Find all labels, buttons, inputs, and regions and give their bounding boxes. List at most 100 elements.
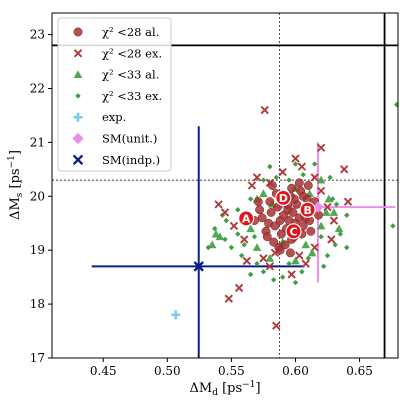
y-tick-label: 21 xyxy=(30,135,45,149)
point-s3-34 xyxy=(228,244,235,251)
plot-frame xyxy=(51,12,399,359)
point-s0-14 xyxy=(288,208,298,217)
point-s1-7 xyxy=(242,256,251,266)
point-s3-32 xyxy=(292,161,299,167)
point-s1-4 xyxy=(291,154,300,163)
region-label-text: B xyxy=(303,204,311,217)
point-s2-6 xyxy=(316,221,326,230)
point-s0-49 xyxy=(298,191,308,201)
legend-marker-5 xyxy=(72,132,84,145)
point-s3-17 xyxy=(332,242,338,248)
point-s2-8 xyxy=(301,240,311,249)
point-s3-18 xyxy=(337,231,344,237)
point-s3-3 xyxy=(327,174,333,181)
region-labels: A D BC xyxy=(238,189,316,240)
region-label-text: A xyxy=(242,212,251,225)
point-s3-19 xyxy=(344,212,350,218)
point-s1-24 xyxy=(259,254,268,263)
point-s0-41 xyxy=(275,245,285,255)
point-s1-9 xyxy=(224,294,234,303)
point-s2-20 xyxy=(265,253,275,262)
point-s3-31 xyxy=(333,201,340,208)
y-tick-label: 20 xyxy=(30,189,45,203)
region-label-C: C xyxy=(285,223,302,240)
point-s3-23 xyxy=(273,174,279,181)
point-s2-4 xyxy=(259,189,268,198)
point-s3-15 xyxy=(299,269,305,275)
region-label-B: B xyxy=(299,201,316,218)
point-s0-3 xyxy=(270,221,280,231)
region-label-bg xyxy=(285,223,302,240)
point-s1-10 xyxy=(265,262,275,271)
legend-label-5: SM(unit.) xyxy=(102,132,157,146)
legend-label-3: χ² <33 ex. xyxy=(102,89,162,103)
point-s1-12 xyxy=(220,208,230,217)
point-s0-34 xyxy=(287,183,297,193)
point-s1-18 xyxy=(329,216,339,225)
point-s1-11 xyxy=(272,321,281,330)
point-s3-26 xyxy=(235,207,241,213)
sm-markers xyxy=(171,201,324,320)
region-label-bg xyxy=(238,210,255,227)
region-label-text: D xyxy=(279,192,288,205)
y-tick-label: 18 xyxy=(30,297,45,311)
point-s1-5 xyxy=(247,181,257,190)
x-tick-label: 0.50 xyxy=(154,364,181,378)
point-s3-22 xyxy=(286,177,292,183)
point-s2-10 xyxy=(291,256,300,265)
point-s3-28 xyxy=(254,260,260,267)
point-s0-45 xyxy=(267,181,277,190)
point-s3-9 xyxy=(238,252,245,259)
legend-label-2: χ² <33 al. xyxy=(102,68,159,82)
point-s3-20 xyxy=(312,161,318,167)
legend-box xyxy=(57,17,172,172)
point-s3-8 xyxy=(235,231,241,237)
point-s3-12 xyxy=(270,277,277,283)
point-s3-35 xyxy=(222,236,228,243)
y-axis-label: ΔMs [ps−1] xyxy=(7,150,25,220)
point-s3-14 xyxy=(286,260,292,267)
point-s0-2 xyxy=(266,208,276,217)
point-s1-1 xyxy=(316,143,326,152)
region-label-text: C xyxy=(290,225,298,238)
legend-label-1: χ² <28 ex. xyxy=(102,46,162,60)
point-s1-20 xyxy=(252,173,262,182)
point-s2-9 xyxy=(307,248,317,257)
point-s1-26 xyxy=(327,235,336,244)
point-s1-23 xyxy=(240,235,249,244)
point-s3-16 xyxy=(320,263,327,270)
point-s1-2 xyxy=(340,165,349,174)
point-s2-13 xyxy=(252,243,262,251)
y-tick-label: 17 xyxy=(30,351,45,365)
point-s2-0 xyxy=(207,240,217,249)
point-s1-22 xyxy=(310,173,319,182)
point-s0-28 xyxy=(280,240,290,250)
y-tick-label: 22 xyxy=(30,81,45,95)
legend: χ² <28 al. χ² <28 ex. χ² <33 al. χ² <33 ex.… xyxy=(57,17,172,172)
point-s3-36 xyxy=(344,244,350,251)
point-s2-15 xyxy=(329,208,339,216)
x-axis: 0.45 0.50 0.55 0.60 0.65 xyxy=(90,358,373,378)
point-s0-43 xyxy=(306,226,316,236)
point-s2-14 xyxy=(324,194,334,203)
point-s3-0 xyxy=(394,101,398,108)
sm-marker-1 xyxy=(312,201,324,213)
point-s1-8 xyxy=(234,283,244,293)
y-axis: 17 18 19 20 21 22 23 xyxy=(30,28,52,365)
legend-marker-1 xyxy=(73,49,83,58)
x-tick-label: 0.65 xyxy=(346,364,373,378)
point-s0-42 xyxy=(285,248,295,258)
point-s2-2 xyxy=(215,232,225,241)
sm-marker-0 xyxy=(171,310,181,320)
point-s0-39 xyxy=(255,205,265,215)
point-s1-0 xyxy=(260,105,269,115)
legend-marker-2 xyxy=(73,70,83,79)
point-s1-13 xyxy=(214,200,223,209)
legend-marker-3 xyxy=(75,93,81,99)
x-tick-label: 0.45 xyxy=(90,364,117,378)
point-s1-14 xyxy=(229,221,239,231)
point-s3-1 xyxy=(390,223,396,229)
legend-label-0: χ² <28 al. xyxy=(102,25,159,39)
point-s0-44 xyxy=(314,210,323,220)
